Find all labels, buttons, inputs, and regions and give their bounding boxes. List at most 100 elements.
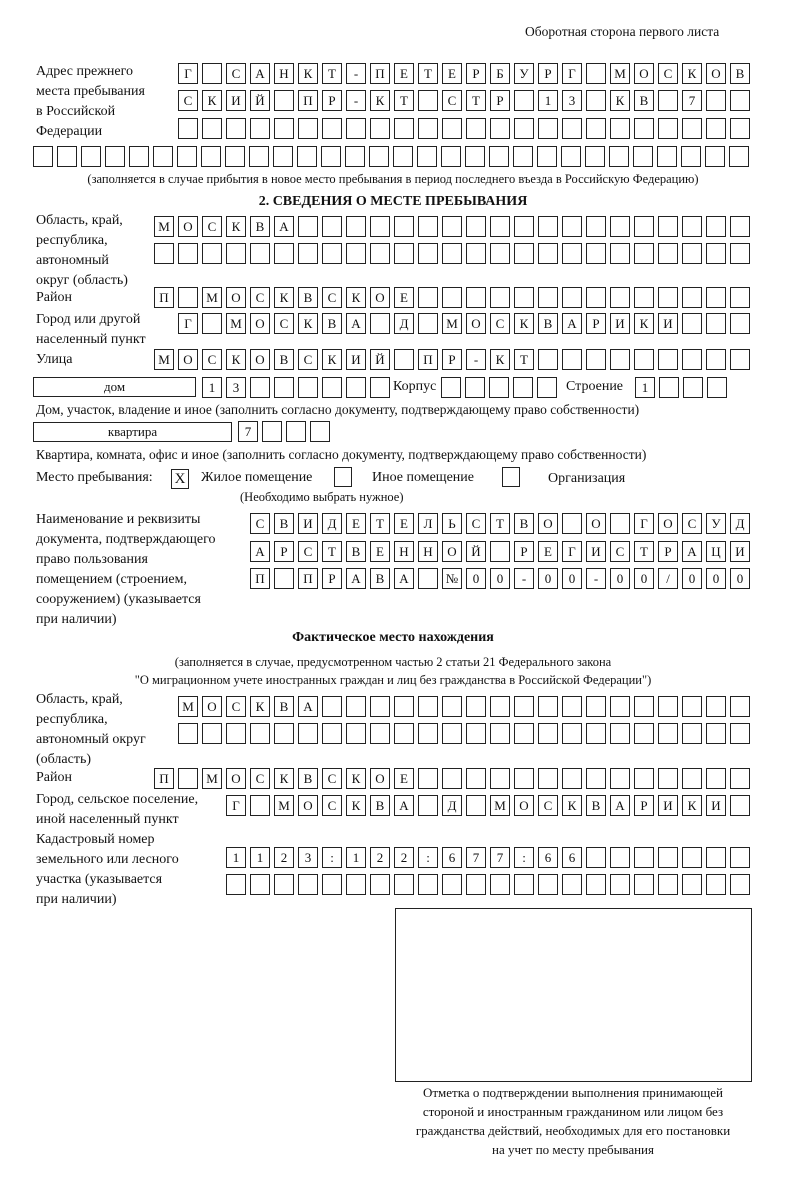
letter-cell[interactable] [658,723,678,744]
letter-cell[interactable]: М [202,768,222,789]
letter-cell[interactable]: П [370,63,390,84]
letter-cell[interactable] [513,146,533,167]
letter-cell[interactable]: С [322,795,342,816]
letter-cell[interactable] [490,541,510,562]
letter-cell[interactable] [286,421,306,442]
letter-cell[interactable]: И [730,541,750,562]
letter-cell[interactable] [394,349,414,370]
letter-cell[interactable]: 0 [466,568,486,589]
letter-cell[interactable]: Е [394,287,414,308]
letter-cell[interactable]: С [202,216,222,237]
letter-cell[interactable] [441,377,461,398]
letter-cell[interactable] [490,216,510,237]
letter-cell[interactable]: О [514,795,534,816]
letter-cell[interactable]: О [538,513,558,534]
letter-cell[interactable]: А [682,541,702,562]
letter-cell[interactable] [322,216,342,237]
letter-cell[interactable] [514,696,534,717]
letter-cell[interactable] [442,696,462,717]
letter-cell[interactable] [490,696,510,717]
letter-cell[interactable]: - [586,568,606,589]
letter-cell[interactable]: И [658,313,678,334]
letter-cell[interactable] [706,847,726,868]
letter-cell[interactable]: 0 [490,568,510,589]
letter-cell[interactable] [321,146,341,167]
letter-cell[interactable] [394,696,414,717]
letter-cell[interactable] [634,287,654,308]
letter-cell[interactable]: К [682,63,702,84]
letter-cell[interactable] [418,568,438,589]
letter-cell[interactable] [417,146,437,167]
letter-cell[interactable] [466,795,486,816]
letter-cell[interactable]: В [274,349,294,370]
letter-cell[interactable]: О [178,349,198,370]
letter-cell[interactable]: В [298,768,318,789]
letter-cell[interactable] [586,723,606,744]
letter-cell[interactable] [658,847,678,868]
letter-cell[interactable] [250,377,270,398]
letter-cell[interactable]: 0 [730,568,750,589]
letter-cell[interactable] [513,377,533,398]
letter-cell[interactable]: : [418,847,438,868]
letter-cell[interactable]: О [250,313,270,334]
letter-cell[interactable]: К [682,795,702,816]
letter-cell[interactable]: О [298,795,318,816]
letter-cell[interactable] [490,287,510,308]
letter-cell[interactable]: 0 [538,568,558,589]
letter-cell[interactable]: С [442,90,462,111]
letter-cell[interactable]: А [298,696,318,717]
letter-cell[interactable] [202,313,222,334]
letter-cell[interactable] [705,146,725,167]
letter-cell[interactable]: 1 [226,847,246,868]
letter-cell[interactable] [490,723,510,744]
letter-cell[interactable] [466,696,486,717]
letter-cell[interactable]: О [586,513,606,534]
letter-cell[interactable] [562,723,582,744]
letter-cell[interactable] [370,874,390,895]
letter-cell[interactable] [730,795,750,816]
letter-cell[interactable] [634,216,654,237]
letter-cell[interactable] [250,723,270,744]
letter-cell[interactable]: 7 [490,847,510,868]
letter-cell[interactable] [730,874,750,895]
letter-cell[interactable] [586,90,606,111]
letter-cell[interactable]: Т [394,90,414,111]
letter-cell[interactable]: Р [322,90,342,111]
letter-cell[interactable] [490,874,510,895]
letter-cell[interactable] [274,90,294,111]
letter-cell[interactable] [394,243,414,264]
letter-cell[interactable]: 7 [682,90,702,111]
letter-cell[interactable]: Н [394,541,414,562]
letter-cell[interactable] [418,287,438,308]
letter-cell[interactable] [706,243,726,264]
letter-cell[interactable]: Р [490,90,510,111]
letter-cell[interactable] [586,287,606,308]
letter-cell[interactable]: Р [634,795,654,816]
letter-cell[interactable]: М [154,216,174,237]
letter-cell[interactable]: 1 [346,847,366,868]
letter-cell[interactable]: П [250,568,270,589]
letter-cell[interactable] [562,874,582,895]
letter-cell[interactable] [538,118,558,139]
letter-cell[interactable] [105,146,125,167]
letter-cell[interactable] [730,696,750,717]
letter-cell[interactable] [706,313,726,334]
letter-cell[interactable]: С [202,349,222,370]
letter-cell[interactable] [610,243,630,264]
letter-cell[interactable]: Т [370,513,390,534]
letter-cell[interactable] [706,287,726,308]
letter-cell[interactable] [634,696,654,717]
letter-cell[interactable] [465,146,485,167]
letter-cell[interactable] [729,146,749,167]
letter-cell[interactable]: П [298,568,318,589]
letter-cell[interactable]: О [202,696,222,717]
letter-cell[interactable]: О [442,541,462,562]
letter-cell[interactable]: Т [322,63,342,84]
letter-cell[interactable] [490,118,510,139]
letter-cell[interactable] [346,874,366,895]
letter-cell[interactable] [177,146,197,167]
letter-cell[interactable] [370,118,390,139]
letter-cell[interactable]: - [346,90,366,111]
letter-cell[interactable] [633,146,653,167]
letter-cell[interactable] [489,146,509,167]
